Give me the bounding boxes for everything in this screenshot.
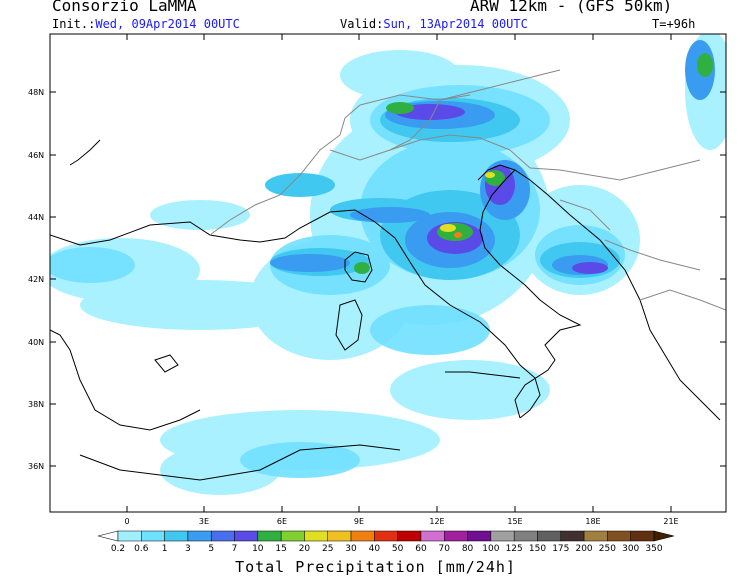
lat-tick-label: 42N [28, 275, 44, 284]
init-value: Wed, 09Apr2014 00UTC [95, 17, 240, 31]
colorbar-bin [467, 530, 492, 542]
lon-tick-label: 12E [429, 517, 444, 526]
colorbar-label: 20 [298, 544, 311, 554]
colorbar-bin [560, 530, 585, 542]
lat-tick-label: 44N [28, 213, 44, 222]
colorbar-label: 70 [438, 544, 450, 554]
init-label: Init.: [52, 17, 96, 31]
colorbar-label: 175 [552, 544, 570, 554]
colorbar-bin [327, 530, 352, 542]
colorbar-label: 125 [505, 544, 523, 554]
lon-tick-label: 3E [199, 517, 209, 526]
longitude-axis: 0 3E 6E 9E 12E 15E 18E 21E [124, 34, 679, 526]
colorbar-bin [420, 530, 445, 542]
colorbar-bin [444, 530, 468, 542]
valid-label: Valid: [340, 17, 384, 31]
lon-tick-label: 0 [124, 517, 129, 526]
colorbar-label: 60 [415, 544, 427, 554]
lon-tick-label: 15E [507, 517, 522, 526]
lat-tick-label: 38N [28, 400, 44, 409]
colorbar-bin [513, 530, 538, 542]
colorbar-label: 30 [345, 544, 357, 554]
lat-tick-label: 48N [28, 88, 44, 97]
colorbar-label: 25 [322, 544, 334, 554]
colorbar-label: 80 [461, 544, 474, 554]
colorbar-bin [234, 530, 259, 542]
colorbar-label: 7 [231, 544, 238, 554]
agency-title: Consorzio LaMMA [52, 0, 197, 15]
coastlines [50, 139, 721, 481]
model-title: ARW 12km - (GFS 50km) [470, 0, 673, 15]
valid-time: Valid:Sun, 13Apr2014 00UTC [340, 18, 528, 31]
colorbar-label: 200 [575, 544, 593, 554]
map-frame [49, 33, 727, 513]
colorbar-label: 5 [208, 544, 215, 554]
colorbar [97, 530, 675, 542]
colorbar-underflow [97, 530, 119, 542]
lon-tick-label: 18E [585, 517, 600, 526]
colorbar-bin [141, 530, 165, 542]
colorbar-bin [630, 530, 655, 542]
colorbar-label: 0.6 [134, 544, 149, 554]
colorbar-label: 3 [185, 544, 191, 554]
colorbar-label: 350 [645, 544, 663, 554]
colorbar-bin [280, 530, 305, 542]
colorbar-bin [257, 530, 282, 542]
colorbar-bin [583, 530, 608, 542]
lat-tick-label: 36N [28, 462, 44, 471]
lon-tick-label: 9E [354, 517, 364, 526]
valid-value: Sun, 13Apr2014 00UTC [383, 17, 528, 31]
lead-time: T=+96h [652, 17, 696, 31]
colorbar-overflow [653, 530, 675, 542]
colorbar-title: Total Precipitation [mm/24h] [235, 558, 516, 576]
colorbar-bin [187, 530, 212, 542]
colorbar-label: 100 [482, 544, 500, 554]
colorbar-bin [490, 530, 515, 542]
colorbar-bin [117, 530, 142, 542]
precipitation-field [50, 34, 726, 495]
colorbar-label: 10 [252, 544, 264, 554]
init-time: Init.:Wed, 09Apr2014 00UTC [52, 18, 240, 31]
colorbar-label: 0.2 [110, 544, 126, 554]
colorbar-label: 40 [368, 544, 381, 554]
colorbar-label: 300 [622, 544, 640, 554]
lon-tick-label: 21E [663, 517, 678, 526]
latitude-axis: 48N 46N 44N 42N 40N 38N 36N [28, 88, 726, 471]
colorbar-label: 1 [161, 544, 168, 554]
country-borders [209, 69, 726, 311]
colorbar-bin [374, 530, 398, 542]
lon-tick-label: 6E [277, 517, 287, 526]
colorbar-label: 15 [275, 544, 287, 554]
colorbar-label: 150 [528, 544, 547, 554]
lat-tick-label: 40N [28, 338, 44, 347]
colorbar-label: 250 [598, 544, 616, 554]
colorbar-bin [304, 530, 328, 542]
lat-tick-label: 46N [28, 151, 44, 160]
colorbar-bin [537, 530, 562, 542]
colorbar-label: 50 [391, 544, 404, 554]
colorbar-bin [397, 530, 422, 542]
colorbar-bin [164, 530, 189, 542]
colorbar-bin [607, 530, 631, 542]
colorbar-bin [210, 530, 235, 542]
colorbar-bin [350, 530, 375, 542]
